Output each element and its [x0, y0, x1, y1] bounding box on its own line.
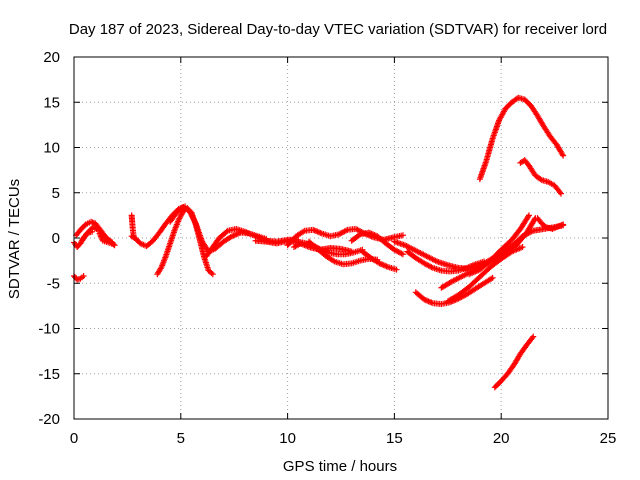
x-axis-label: GPS time / hours — [283, 458, 397, 475]
series-arc-22 — [517, 157, 565, 197]
series-arc-20 — [466, 212, 532, 278]
data-point — [356, 232, 363, 239]
series-arc-13 — [348, 229, 406, 258]
y-tick-label: -5 — [47, 275, 60, 292]
series-arc-02 — [71, 273, 87, 283]
y-tick-label: 0 — [52, 230, 60, 247]
data-point — [399, 251, 406, 258]
y-tick-label: 15 — [43, 94, 60, 111]
x-tick-label: 5 — [177, 430, 185, 447]
y-tick-label: 5 — [52, 185, 60, 202]
y-tick-label: -15 — [38, 366, 60, 383]
data-point — [525, 212, 532, 219]
y-axis-label: SDTVAR / TECUs — [6, 179, 23, 299]
y-tick-label: -10 — [38, 321, 60, 338]
data-point — [489, 274, 496, 281]
data-point — [559, 151, 566, 158]
data-point — [560, 152, 567, 159]
data-point — [530, 333, 537, 340]
series-arc-21 — [476, 94, 567, 183]
data-point — [399, 232, 406, 239]
data-point — [80, 273, 87, 280]
series-arc-24 — [491, 333, 537, 391]
x-tick-label: 20 — [493, 430, 510, 447]
y-tick-label: -20 — [38, 411, 60, 428]
series-arc-09 — [252, 237, 355, 255]
series-arc-14 — [359, 248, 400, 273]
x-tick-label: 25 — [600, 430, 617, 447]
series-arc-23 — [534, 215, 567, 232]
data-point — [519, 244, 526, 251]
data-points — [71, 94, 567, 391]
chart-title: Day 187 of 2023, Sidereal Day-to-day VTE… — [69, 21, 607, 38]
x-tick-label: 10 — [279, 430, 296, 447]
data-point — [525, 213, 532, 220]
data-point — [537, 176, 544, 183]
series-arc-25 — [128, 212, 137, 241]
data-point — [110, 241, 117, 248]
tick-labels: 0 5 10 15 20 25 -20 -15 -10 -5 0 5 10 15 20 — [38, 49, 616, 447]
axis-ticks — [73, 56, 609, 420]
x-tick-label: 0 — [70, 430, 78, 447]
data-point — [529, 335, 536, 342]
data-point — [558, 190, 565, 197]
data-point — [393, 266, 400, 273]
series-arc-06 — [154, 205, 216, 278]
series-arc-17 — [412, 274, 496, 308]
y-tick-label: 20 — [43, 49, 60, 66]
x-tick-label: 15 — [386, 430, 403, 447]
data-point — [560, 221, 567, 228]
series-arc-26 — [96, 230, 117, 248]
data-point — [556, 189, 563, 196]
series-arc-18 — [444, 244, 526, 305]
data-point — [209, 271, 216, 278]
data-point — [223, 228, 230, 235]
data-point — [130, 234, 137, 241]
y-tick-label: 10 — [43, 140, 60, 157]
